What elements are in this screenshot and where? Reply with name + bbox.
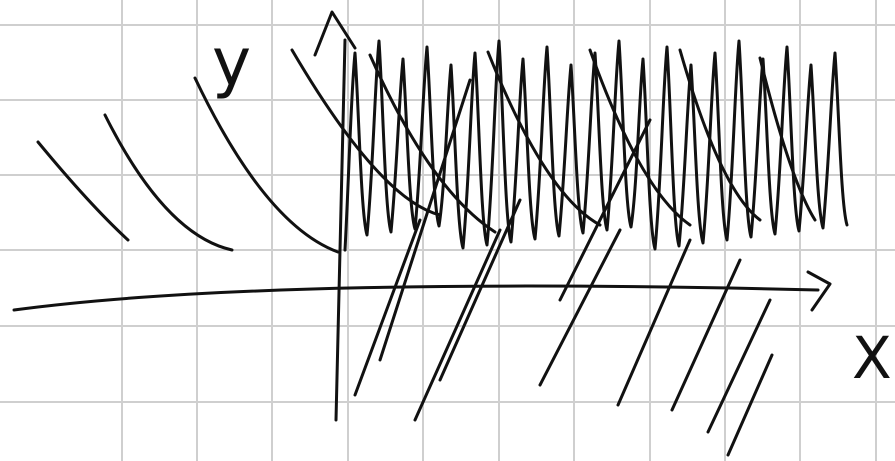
sketch: y X	[0, 0, 895, 461]
curve	[105, 115, 232, 250]
y-axis	[336, 40, 345, 420]
slanted-line	[440, 200, 520, 380]
y-label: y	[212, 24, 251, 101]
slanted-line	[540, 230, 620, 385]
x-label: X	[852, 324, 892, 392]
slanted-line	[728, 355, 772, 455]
slanted-line	[618, 240, 690, 405]
strokes	[14, 12, 847, 455]
x-axis	[14, 286, 818, 310]
slanted-line	[708, 300, 770, 432]
curve	[195, 78, 338, 252]
slanted-line	[355, 220, 420, 395]
curve	[38, 142, 128, 240]
